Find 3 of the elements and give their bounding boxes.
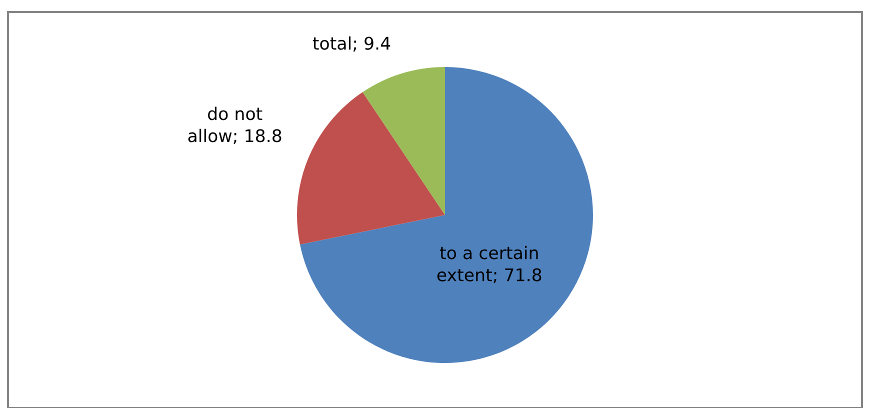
slice-label: do not allow; 18.8 [188,106,282,144]
slice-label: to a certain extent; 71.8 [437,246,542,284]
slice-label: total; 9.4 [312,36,390,52]
